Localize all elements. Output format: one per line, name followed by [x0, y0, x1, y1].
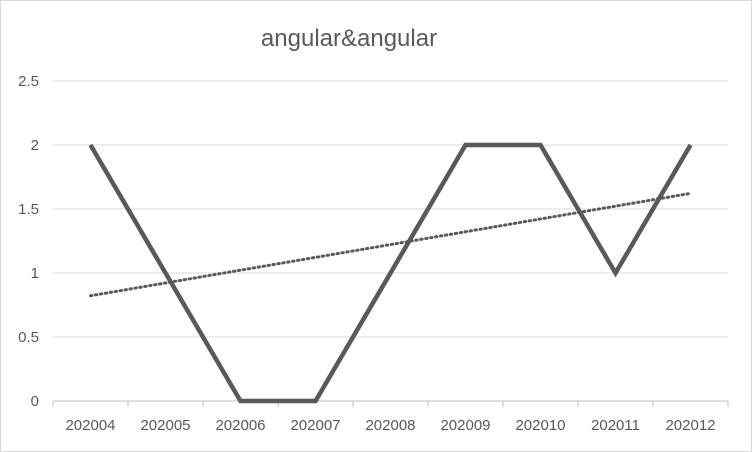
- y-tick-label: 1: [31, 265, 39, 282]
- y-tick-label: 2: [31, 137, 39, 154]
- x-tick-label: 202006: [215, 417, 265, 434]
- x-tick-label: 202009: [440, 417, 490, 434]
- y-tick-label: 1.5: [18, 201, 39, 218]
- trendline: [89, 191, 692, 298]
- y-tick-label: 0.5: [18, 329, 39, 346]
- y-tick-label: 2.5: [18, 73, 39, 90]
- chart-title: angular&angular: [261, 25, 437, 52]
- data-point: [90, 144, 91, 146]
- x-tick-label: 202011: [591, 417, 640, 434]
- x-axis: [52, 400, 729, 407]
- x-tick-label: 202007: [290, 417, 340, 434]
- data-point: [315, 400, 316, 402]
- data-point: [615, 272, 616, 274]
- data-point: [690, 144, 691, 146]
- y-axis-ticks: 0 0.5 1 1.5 2 2.5: [18, 73, 39, 410]
- x-tick-label: 202005: [140, 417, 190, 434]
- data-point: [465, 144, 466, 146]
- series-group: [88, 142, 693, 404]
- x-tick-label: 202008: [365, 417, 415, 434]
- gridlines: [53, 80, 728, 338]
- x-tick-label: 202010: [515, 417, 565, 434]
- data-point: [390, 272, 391, 274]
- data-point: [165, 272, 166, 274]
- x-tick-label: 202004: [65, 417, 115, 434]
- y-tick-label: 0: [31, 393, 39, 410]
- x-axis-ticks: 202004 202005 202006 202007 202008 202009 2020…: [65, 417, 715, 434]
- data-point: [240, 400, 241, 402]
- x-tick-label: 202012: [665, 417, 715, 434]
- data-point: [540, 144, 541, 146]
